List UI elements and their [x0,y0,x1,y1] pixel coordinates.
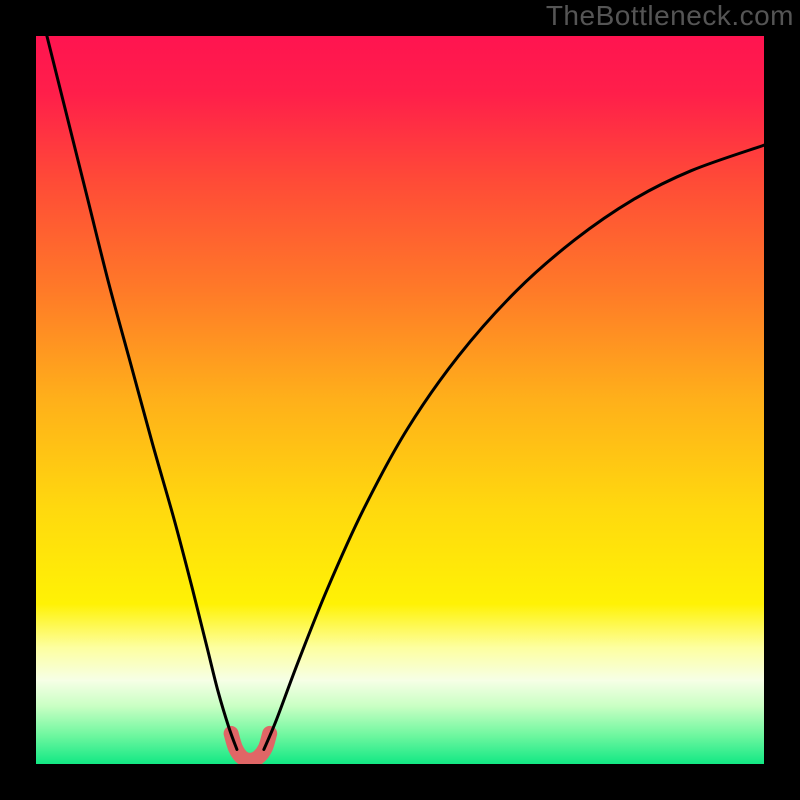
watermark-text: TheBottleneck.com [546,0,794,32]
plot-background [36,36,764,764]
bottleneck-chart [0,0,800,800]
